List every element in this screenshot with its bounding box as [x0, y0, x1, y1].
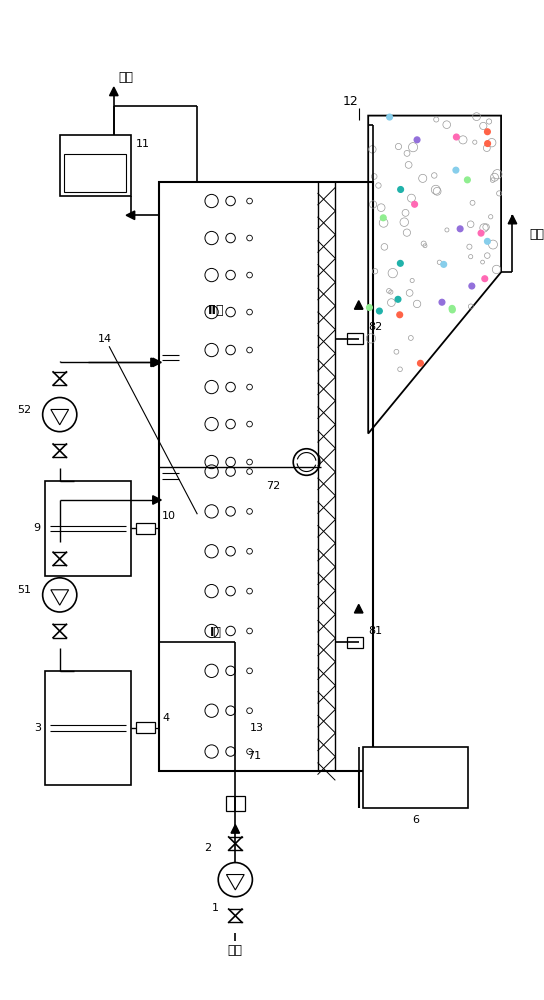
Text: 10: 10 — [162, 511, 176, 521]
Circle shape — [380, 215, 386, 221]
Text: 13: 13 — [250, 723, 263, 733]
Text: 82: 82 — [368, 322, 382, 332]
Text: 14: 14 — [98, 334, 112, 344]
Circle shape — [395, 296, 401, 302]
Circle shape — [453, 167, 459, 173]
Text: II段: II段 — [208, 304, 225, 317]
Text: 4: 4 — [162, 713, 169, 723]
Circle shape — [458, 226, 463, 232]
Circle shape — [485, 141, 491, 146]
Circle shape — [414, 137, 420, 143]
Circle shape — [397, 312, 403, 318]
Polygon shape — [151, 358, 159, 367]
Circle shape — [449, 307, 455, 313]
Circle shape — [454, 134, 459, 140]
Bar — [135, 722, 154, 733]
Polygon shape — [231, 825, 239, 833]
Text: 出水: 出水 — [119, 71, 134, 84]
Polygon shape — [355, 604, 363, 613]
Bar — [347, 637, 362, 648]
Text: 51: 51 — [17, 585, 31, 595]
Bar — [46, 481, 131, 576]
Text: 1: 1 — [212, 903, 219, 913]
Bar — [363, 747, 468, 808]
Circle shape — [441, 262, 447, 267]
Text: 6: 6 — [412, 815, 419, 825]
Circle shape — [398, 260, 403, 266]
Bar — [60, 135, 131, 196]
Circle shape — [482, 276, 487, 282]
Circle shape — [485, 129, 490, 135]
Bar — [135, 523, 154, 534]
Circle shape — [398, 187, 404, 192]
Text: 排泥: 排泥 — [529, 228, 544, 241]
Text: 81: 81 — [368, 626, 382, 636]
Text: 3: 3 — [34, 723, 41, 733]
Circle shape — [478, 230, 484, 236]
Bar — [159, 182, 373, 771]
Circle shape — [418, 360, 423, 366]
Circle shape — [465, 177, 470, 183]
Circle shape — [449, 306, 455, 311]
Text: 12: 12 — [343, 95, 358, 108]
Text: I段: I段 — [211, 626, 222, 639]
Circle shape — [469, 283, 475, 289]
Text: 11: 11 — [135, 139, 150, 149]
Text: 71: 71 — [247, 751, 261, 761]
Bar — [46, 671, 131, 785]
Polygon shape — [126, 211, 135, 220]
Circle shape — [387, 114, 392, 120]
Circle shape — [485, 238, 490, 244]
Circle shape — [367, 305, 372, 310]
Text: 52: 52 — [17, 405, 31, 415]
Text: 72: 72 — [266, 481, 280, 491]
Polygon shape — [508, 215, 517, 224]
Polygon shape — [153, 496, 161, 504]
Text: 9: 9 — [34, 523, 41, 533]
Bar — [347, 333, 362, 344]
Circle shape — [412, 201, 417, 207]
Text: 2: 2 — [205, 843, 212, 853]
Polygon shape — [355, 301, 363, 309]
Polygon shape — [153, 358, 161, 367]
Bar — [65, 154, 126, 192]
Bar — [226, 796, 245, 811]
Circle shape — [376, 308, 382, 314]
Circle shape — [439, 299, 445, 305]
Text: 进水: 进水 — [228, 944, 243, 957]
Polygon shape — [109, 87, 118, 96]
